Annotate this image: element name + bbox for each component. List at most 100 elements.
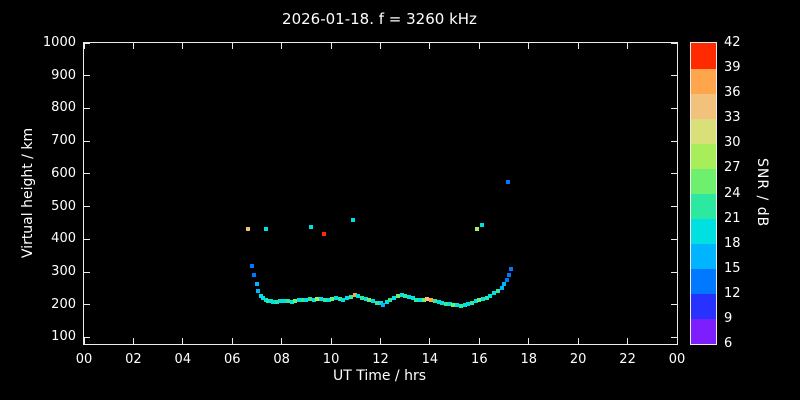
x-tick-label: 08 [273,352,290,367]
data-point [481,296,486,301]
data-point [462,303,467,308]
data-point [304,297,309,302]
y-tick-label: 800 [51,100,76,116]
colorbar-band [691,68,716,94]
data-point [246,227,251,232]
data-point [421,297,426,302]
data-point [352,292,357,297]
y-tick-mark [84,271,90,273]
y-tick-label: 400 [51,231,76,247]
data-point [455,303,460,308]
x-tick-label: 14 [421,352,439,367]
data-point [274,300,279,305]
colorbar-tick-label: 39 [724,60,741,76]
y-tick-mark [671,238,677,240]
colorbar-band [691,243,716,270]
plot-area: 00 02 04 06 08 10 12 14 16 18 20 22 00 100 200 300 400 50… [43,35,685,367]
data-point [425,296,430,301]
data-point [282,298,287,303]
data-point [443,301,448,306]
colorbar-band [691,143,716,169]
data-point [341,297,346,302]
data-point [319,296,324,301]
data-point [429,298,434,303]
y-tick-mark [84,206,90,208]
colorbar-tick-label: 24 [724,185,741,201]
data-point [436,300,441,305]
data-point [326,298,331,303]
y-tick-mark [84,304,90,306]
x-tick-label: 20 [569,352,587,367]
data-point [321,232,326,237]
data-point [345,295,350,300]
colorbar-tick-label: 15 [724,260,741,276]
y-tick-mark [84,107,90,109]
data-point [447,302,452,307]
colorbar-tick-label: 6 [724,336,733,351]
x-tick-mark [676,338,678,344]
colorbar-tick-label: 9 [724,310,733,326]
y-tick-mark [671,75,677,77]
data-point [261,296,266,301]
data-point [406,294,411,299]
data-point [359,295,364,300]
data-point [395,293,400,298]
data-point [504,278,509,283]
data-point [479,222,484,227]
colorbar-band [691,193,716,220]
colorbar-tick-label: 30 [724,135,741,151]
x-tick-mark [182,43,184,49]
data-point [256,288,261,293]
data-point [414,297,419,302]
x-tick-mark [281,338,283,344]
colorbar-tick-label: 21 [724,210,741,226]
x-tick-mark [429,43,431,49]
x-tick-mark [528,43,530,49]
colorbar-band [691,318,716,345]
y-tick-mark [671,42,677,44]
data-point [356,294,361,299]
x-tick-mark [231,43,233,49]
y-tick-mark [671,336,677,338]
colorbar: 6 9 12 15 18 21 24 27 30 33 36 39 42 [690,35,741,351]
y-tick-mark [671,140,677,142]
data-point [474,226,479,231]
data-point [399,292,404,297]
data-point [348,294,353,299]
x-tick-mark [231,338,233,344]
data-point [384,300,389,305]
colorbar-band [691,43,716,69]
x-tick-mark [478,338,480,344]
colorbar-band [691,118,716,144]
data-point [351,217,356,222]
y-tick-mark [84,140,90,142]
colorbar-axis-label: SNR / dB [754,157,770,228]
data-point [311,297,316,302]
y-tick-label: 100 [51,329,76,345]
data-point [502,282,507,287]
x-tick-label: 18 [520,352,538,367]
data-point [266,298,271,303]
data-point [410,296,415,301]
data-point [268,299,273,304]
data-point [451,302,456,307]
data-point [458,303,463,308]
data-point [334,296,339,301]
data-point [278,299,283,304]
x-tick-mark [577,338,579,344]
x-tick-mark [676,43,678,49]
x-tick-label: 02 [125,352,142,367]
data-point [254,282,259,287]
data-point [258,293,263,298]
data-point [309,224,314,229]
colorbar-tick-label: 42 [724,35,741,50]
y-tick-label: 700 [51,133,76,149]
x-tick-mark [478,43,480,49]
data-point [363,296,368,301]
data-point [263,297,268,302]
data-point [495,288,500,293]
chart-title: 2026-01-18. f = 3260 kHz [282,10,477,28]
y-axis-label: Virtual height / km [20,127,36,259]
data-point [250,264,255,269]
